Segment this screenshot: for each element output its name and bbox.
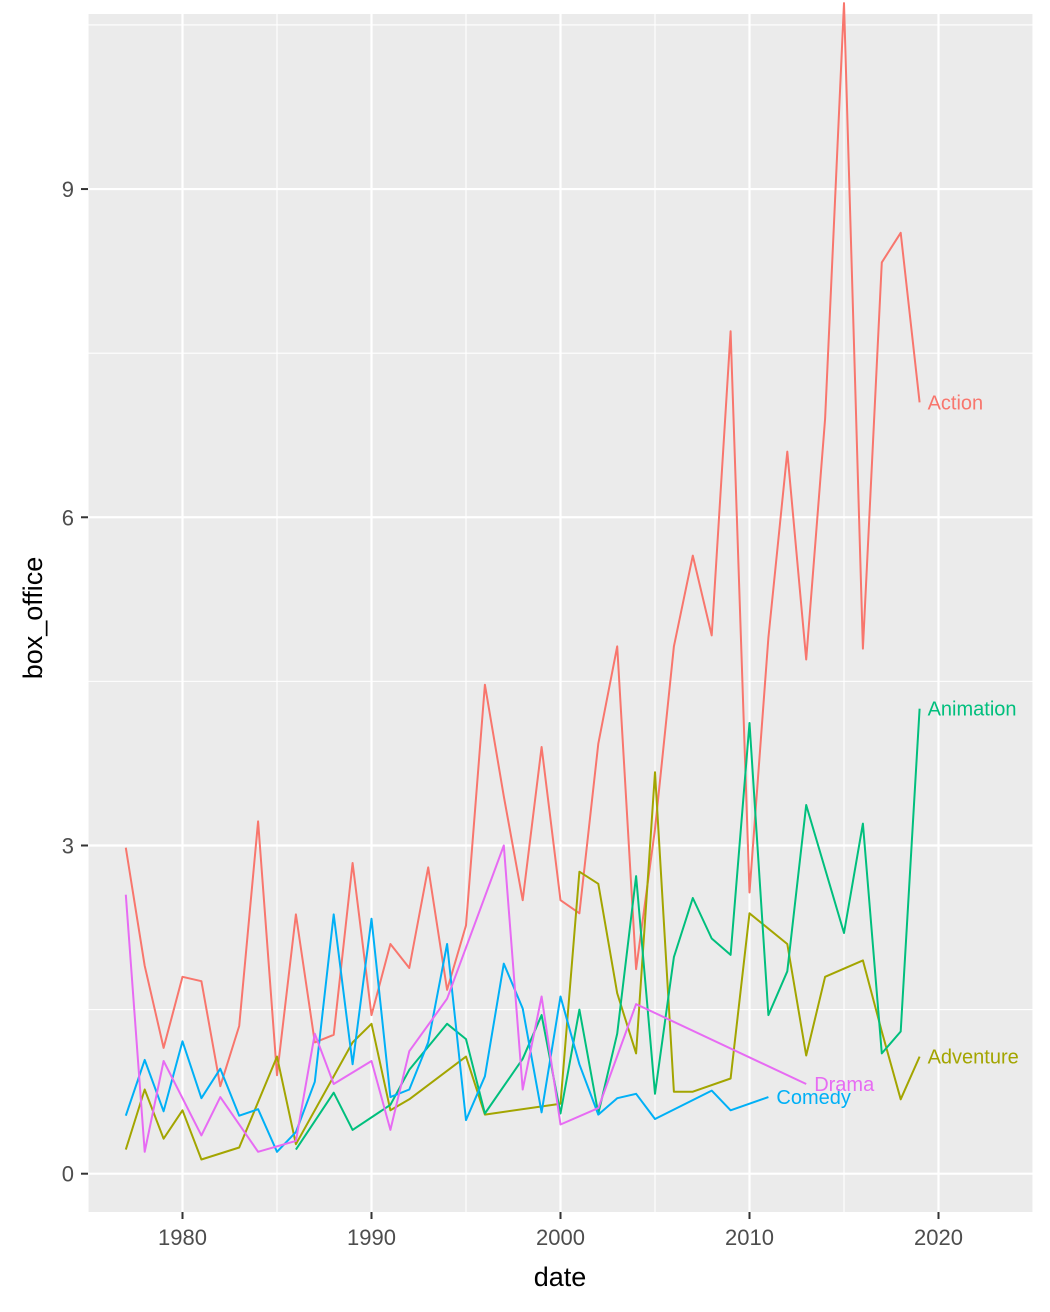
series-label-adventure: Adventure	[928, 1047, 1019, 1069]
y-tick-label: 6	[62, 505, 74, 530]
y-tick-label: 0	[62, 1162, 74, 1187]
series-line-comedy	[124, 913, 769, 1153]
grid-major	[88, 14, 1033, 1212]
x-tick-label: 1990	[347, 1225, 396, 1250]
axis-ticks	[81, 188, 940, 1219]
x-tick-label: 2010	[725, 1225, 774, 1250]
x-tick-label: 2020	[914, 1225, 963, 1250]
y-tick-label: 3	[62, 833, 74, 858]
y-tick-label: 9	[62, 177, 74, 202]
x-tick-label: 1980	[158, 1225, 207, 1250]
series-label-action: Action	[928, 392, 984, 414]
series-line-drama	[124, 844, 807, 1153]
series-line-action	[124, 2, 921, 1088]
y-axis-title: box_office	[18, 557, 48, 680]
series-line-animation	[295, 708, 921, 1151]
x-tick-label: 2000	[536, 1225, 585, 1250]
series-label-comedy: Comedy	[776, 1087, 850, 1109]
series-lines	[124, 2, 921, 1161]
series-label-animation: Animation	[928, 699, 1017, 721]
series-label-drama: Drama	[814, 1074, 875, 1096]
tick-labels: 1980 1990 2000 2010 2020 0 3 6 9	[62, 177, 963, 1250]
series-line-adventure	[124, 771, 921, 1161]
x-axis-title: date	[534, 1262, 587, 1292]
